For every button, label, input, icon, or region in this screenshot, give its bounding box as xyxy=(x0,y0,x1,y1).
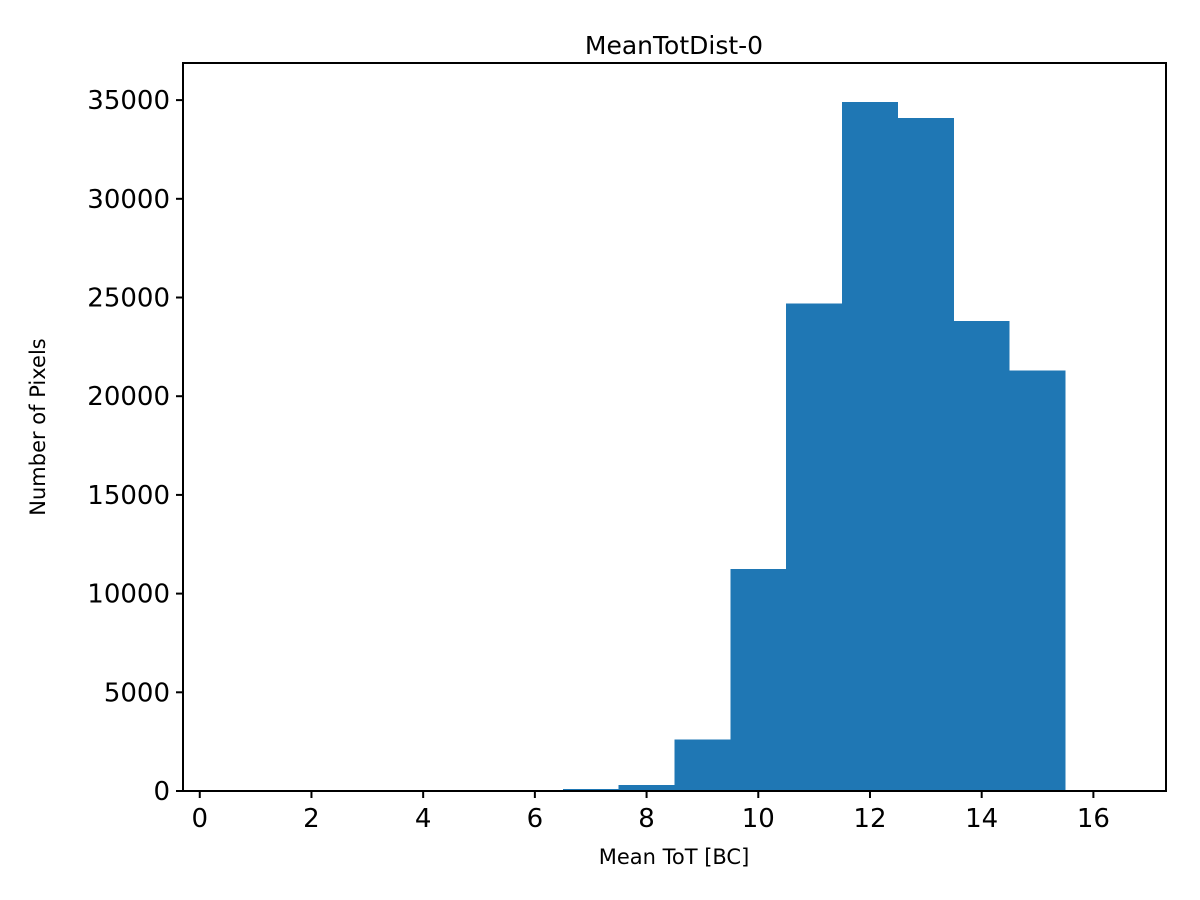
histogram-bar xyxy=(730,568,787,791)
axes-frame xyxy=(182,62,1167,792)
y-tick-label: 15000 xyxy=(87,481,170,511)
x-tick-label: 16 xyxy=(1077,804,1110,834)
x-tick-label: 6 xyxy=(527,804,544,834)
y-tick-label: 30000 xyxy=(87,185,170,215)
x-axis-label: Mean ToT [BC] xyxy=(599,845,750,869)
x-tick-label: 12 xyxy=(853,804,886,834)
histogram-bar xyxy=(842,102,898,792)
y-tick-label: 25000 xyxy=(87,284,170,314)
x-tick-label: 8 xyxy=(638,804,655,834)
histogram-bar xyxy=(618,785,675,791)
y-axis-label: Number of Pixels xyxy=(26,338,50,515)
x-tick-label: 4 xyxy=(415,804,432,834)
y-tick-label: 20000 xyxy=(87,382,170,412)
x-tick-label: 2 xyxy=(303,804,320,834)
histogram-bar xyxy=(953,321,1010,791)
y-tick-label: 35000 xyxy=(87,86,170,116)
histogram-bar xyxy=(1009,370,1066,791)
x-axis-ticks: 0 2 4 6 8 10 12 14 16 xyxy=(191,791,1110,834)
y-tick-label: 5000 xyxy=(104,678,170,708)
x-tick-label: 10 xyxy=(742,804,775,834)
histogram-bars xyxy=(562,102,1066,792)
y-tick-label: 0 xyxy=(153,777,170,807)
y-tick-label: 10000 xyxy=(87,580,170,610)
chart-title: MeanTotDist-0 xyxy=(585,31,763,60)
histogram-bar xyxy=(897,117,954,791)
x-tick-label: 14 xyxy=(965,804,998,834)
histogram-bar xyxy=(786,303,843,791)
histogram-bar xyxy=(674,739,731,791)
x-tick-label: 0 xyxy=(191,804,208,834)
y-axis-ticks: 0 5000 10000 15000 20000 25000 30000 35000 xyxy=(87,86,183,807)
